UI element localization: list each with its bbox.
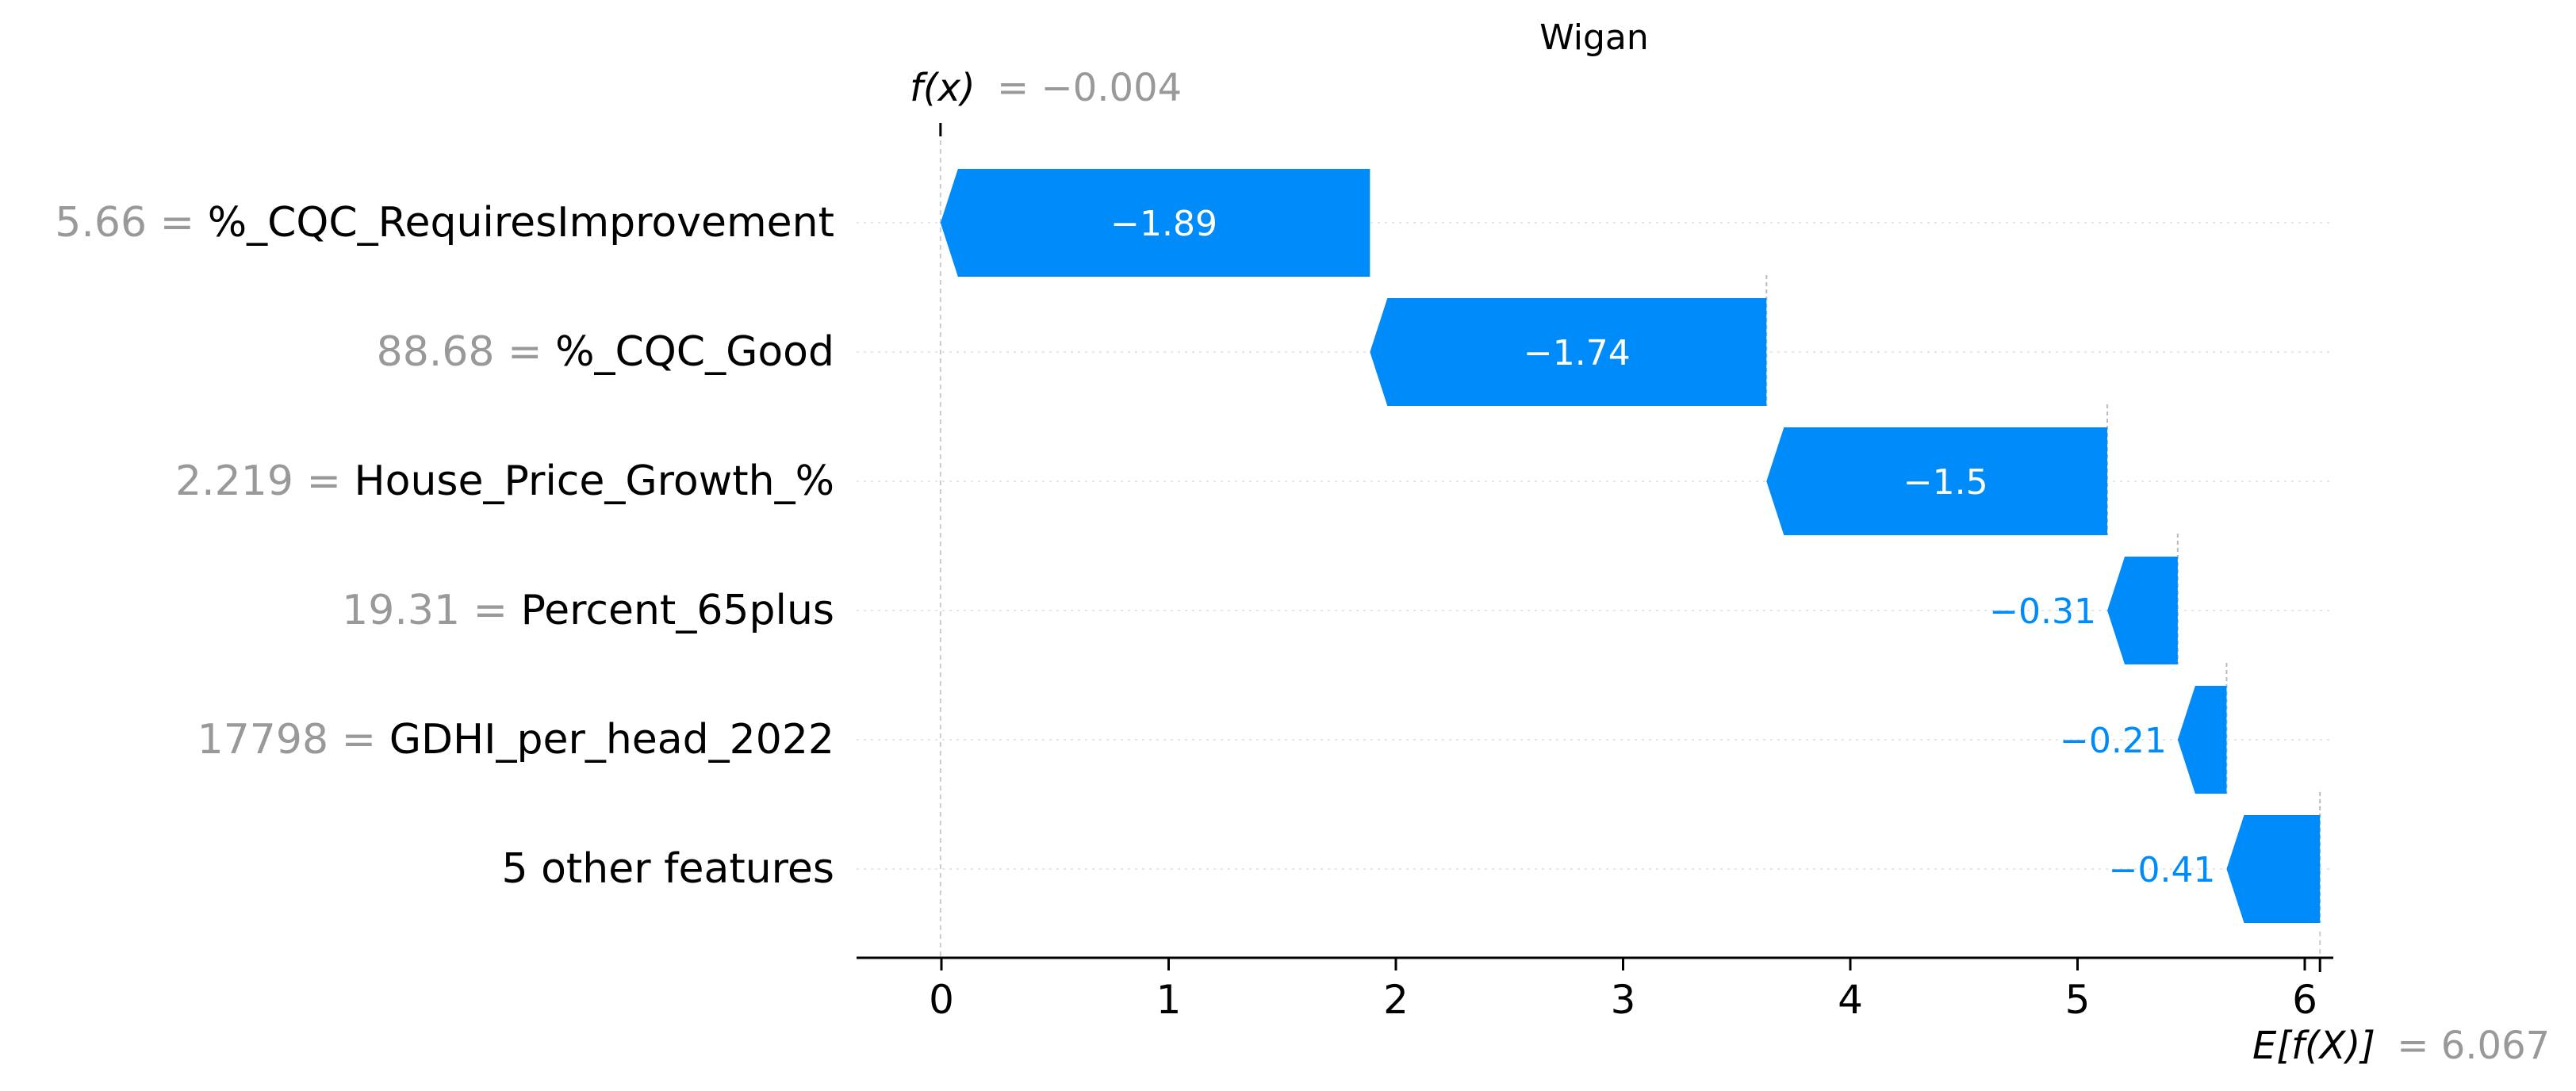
- bar-value-label: −0.41: [2109, 850, 2216, 890]
- feature-value: 2.219 =: [175, 457, 355, 505]
- feature-value: 88.68 =: [377, 328, 556, 376]
- contribution-bars: −1.89 −1.74 −1.5 −0.31 −0.21 −0.41: [940, 169, 2321, 923]
- bar--cqc-good: [1370, 298, 1767, 406]
- bar-value-label: −1.74: [1524, 333, 1631, 373]
- fx-value: = −0.004: [997, 66, 1182, 110]
- feature-label: 5 other features: [501, 845, 834, 893]
- x-tick-label: 2: [1383, 977, 1409, 1023]
- feature-name: 5 other features: [501, 845, 834, 893]
- x-tick-label: 0: [929, 977, 954, 1023]
- bar-house-price-growth-: [1766, 427, 2108, 535]
- feature-name: GDHI_per_head_2022: [389, 716, 834, 764]
- feature-value: 17798 =: [197, 716, 389, 764]
- feature-name: %_CQC_Good: [555, 328, 834, 376]
- feature-label: 2.219 = House_Price_Growth_%: [175, 457, 834, 505]
- fx-label: f(x): [910, 66, 976, 110]
- feature-label: 88.68 = %_CQC_Good: [377, 328, 834, 376]
- bar-value-label: −1.89: [1110, 204, 1217, 244]
- base-value: = 6.067: [2397, 1024, 2550, 1068]
- feature-name: House_Price_Growth_%: [355, 457, 834, 505]
- bar-value-label: −1.5: [1903, 462, 1988, 503]
- bar-percent-65plus: [2107, 557, 2178, 664]
- x-tick-label: 3: [1611, 977, 1636, 1023]
- bar-gdhi-per-head-2022: [2177, 686, 2227, 794]
- feature-labels: 5.66 = %_CQC_RequiresImprovement 88.68 = …: [55, 199, 834, 893]
- x-tick-label: 1: [1156, 977, 1182, 1023]
- bar--cqc-requiresimprovement: [940, 169, 1370, 277]
- x-axis: 0 1 2 3 4 5 6: [857, 956, 2333, 1023]
- bar-value-label: −0.21: [2060, 721, 2167, 761]
- feature-label: 19.31 = Percent_65plus: [342, 587, 834, 634]
- feature-name: Percent_65plus: [521, 587, 834, 634]
- fx-annotation: f(x) = −0.004: [910, 66, 1182, 110]
- feature-name: %_CQC_RequiresImprovement: [208, 199, 834, 247]
- x-tick-label: 6: [2292, 977, 2317, 1023]
- feature-label: 5.66 = %_CQC_RequiresImprovement: [55, 199, 834, 247]
- base-label: E[f(X)]: [2252, 1024, 2375, 1068]
- feature-label: 17798 = GDHI_per_head_2022: [197, 716, 834, 764]
- x-tick-label: 4: [1838, 977, 1863, 1023]
- feature-value: 5.66 =: [55, 199, 207, 247]
- chart-title: Wigan: [1539, 17, 1649, 58]
- bar-5-other-features: [2226, 815, 2321, 923]
- x-tick-label: 5: [2065, 977, 2091, 1023]
- feature-value: 19.31 =: [342, 587, 521, 634]
- base-value-annotation: E[f(X)] = 6.067: [2252, 1024, 2550, 1068]
- bar-value-label: −0.31: [1989, 591, 2096, 632]
